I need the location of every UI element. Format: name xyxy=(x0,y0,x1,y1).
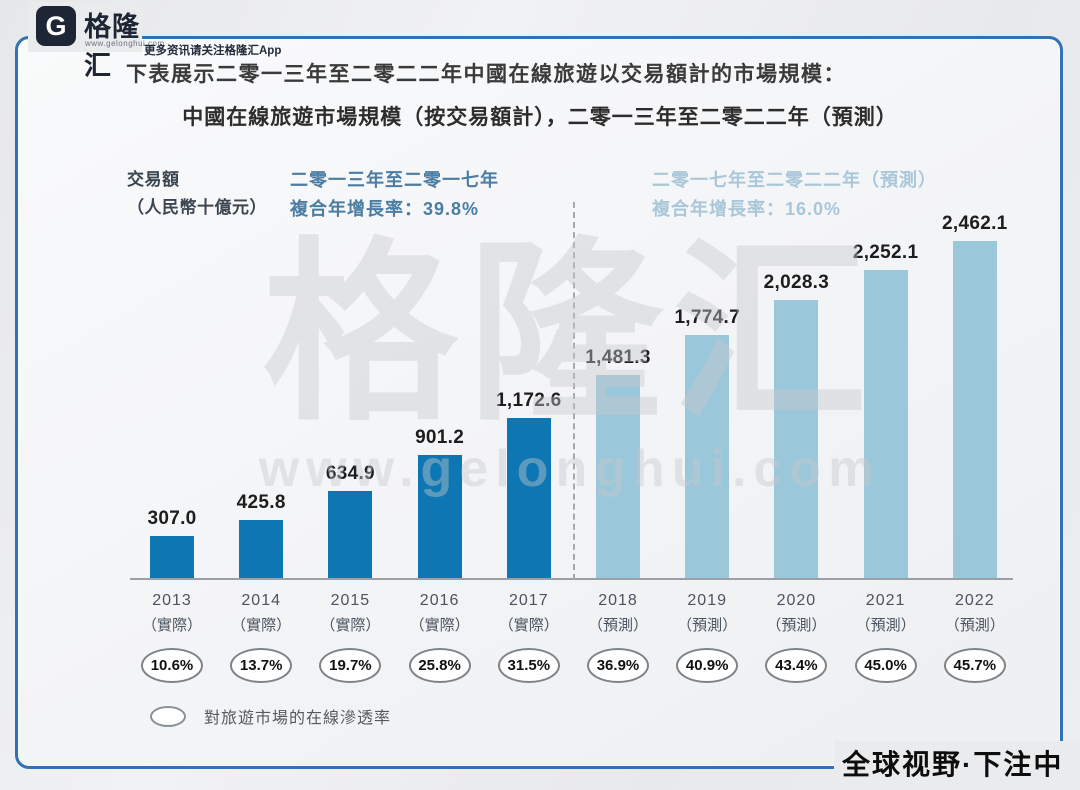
x-label-year-2013: 2013 xyxy=(152,592,192,609)
penetration-badge-2018: 36.9% xyxy=(587,648,649,683)
x-label-year-2015: 2015 xyxy=(330,592,371,609)
x-label-note-2021: （預測） xyxy=(855,617,916,634)
value-label-2021: 2,252.1 xyxy=(852,242,919,263)
penetration-badge-2017: 31.5% xyxy=(497,648,560,683)
x-label-note-2019: （預測） xyxy=(677,617,738,634)
x-label-note-2014: （實際） xyxy=(231,617,292,634)
gelonghui-logo-icon: G xyxy=(36,6,76,46)
value-label-2015: 634.9 xyxy=(325,463,375,484)
plot-area xyxy=(130,200,1013,580)
x-label-year-2019: 2019 xyxy=(687,592,727,609)
penetration-ellipse-icon xyxy=(150,705,186,727)
penetration-badge-2014: 13.7% xyxy=(230,648,293,683)
x-label-note-2017: （實際） xyxy=(498,617,559,634)
bar-chart: 307.0 2013 （實際） 10.6% 425.8 2014 （實際） 13.7% 634.… xyxy=(130,200,1013,740)
value-label-2013: 307.0 xyxy=(147,508,197,529)
cagr-period-actual: 二零一三年至二零一七年 xyxy=(290,170,499,190)
value-label-2017: 1,172.6 xyxy=(496,390,562,411)
penetration-badge-2019: 40.9% xyxy=(676,648,739,683)
chart-legend: 對旅遊市場的在線滲透率 xyxy=(150,704,391,728)
penetration-badge-2013: 10.6% xyxy=(141,648,203,683)
x-label-year-2022: 2022 xyxy=(955,592,995,609)
legend-label: 對旅遊市場的在線滲透率 xyxy=(204,710,392,727)
actual-forecast-divider xyxy=(573,202,575,580)
x-label-year-2021: 2021 xyxy=(865,592,906,609)
bar-2019 xyxy=(685,335,730,578)
cagr-period-forecast: 二零一七年至二零二二年（預測） xyxy=(652,170,937,190)
brand-name: 格隆汇 xyxy=(84,12,140,81)
bar-2021 xyxy=(863,270,908,578)
app-tagline: 更多资讯请关注格隆汇App xyxy=(144,45,282,57)
value-label-2014: 425.8 xyxy=(236,492,286,513)
y-axis-label-line2: （人民幣十億元） xyxy=(127,198,267,218)
value-label-2022: 2,462.1 xyxy=(942,213,1008,234)
x-label-note-2016: （實際） xyxy=(409,617,470,634)
penetration-badge-2020: 43.4% xyxy=(765,648,828,683)
cagr-rate-actual: 複合年增長率：39.8% xyxy=(290,198,480,219)
x-label-note-2022: （預測） xyxy=(944,617,1005,634)
x-label-note-2015: （實際） xyxy=(320,617,381,634)
x-label-year-2016: 2016 xyxy=(419,592,460,609)
value-label-2019: 1,774.7 xyxy=(674,307,740,328)
footer-slogan: 全球视野·下注中国 xyxy=(834,741,1080,790)
bar-2014 xyxy=(239,520,284,578)
cagr-annotation-actual: 二零一三年至二零一七年 複合年增長率：39.8% xyxy=(290,166,499,224)
value-label-2018: 1,481.3 xyxy=(585,347,651,368)
bar-2018 xyxy=(596,375,640,578)
bar-2015 xyxy=(328,491,373,578)
intro-text: 下表展示二零一三年至二零二二年中國在線旅遊以交易額計的市場規模： xyxy=(126,63,846,86)
bar-2013 xyxy=(150,536,194,578)
bar-2020 xyxy=(774,300,819,578)
value-label-2016: 901.2 xyxy=(415,427,465,448)
bar-2017 xyxy=(506,418,551,578)
x-label-year-2017: 2017 xyxy=(509,592,549,609)
x-label-note-2020: （預測） xyxy=(766,617,827,634)
cagr-rate-forecast: 複合年增長率：16.0% xyxy=(652,198,842,219)
x-label-year-2018: 2018 xyxy=(598,592,638,609)
penetration-badge-2016: 25.8% xyxy=(408,648,471,683)
cagr-annotation-forecast: 二零一七年至二零二二年（預測） 複合年增長率：16.0% xyxy=(652,166,937,224)
x-label-note-2018: （預測） xyxy=(587,617,648,634)
y-axis-label-line1: 交易額 xyxy=(127,170,180,189)
x-label-note-2013: （實際） xyxy=(141,617,202,634)
bar-2016 xyxy=(417,455,462,578)
bar-2022 xyxy=(952,241,997,578)
chart-title: 中國在線旅遊市場規模（按交易額計），二零一三年至二零二二年（預測） xyxy=(182,106,898,129)
value-label-2020: 2,028.3 xyxy=(763,272,830,293)
penetration-badge-2021: 45.0% xyxy=(854,648,917,683)
x-label-year-2014: 2014 xyxy=(241,592,281,609)
penetration-badge-2022: 45.7% xyxy=(943,648,1006,683)
brand-url: www.gelonghui.com xyxy=(85,39,165,48)
penetration-badge-2015: 19.7% xyxy=(319,648,382,683)
x-label-year-2020: 2020 xyxy=(776,592,817,609)
brand-logo: G 格隆汇 www.gelonghui.com xyxy=(28,2,164,81)
y-axis-label: 交易額 （人民幣十億元） xyxy=(127,166,267,222)
